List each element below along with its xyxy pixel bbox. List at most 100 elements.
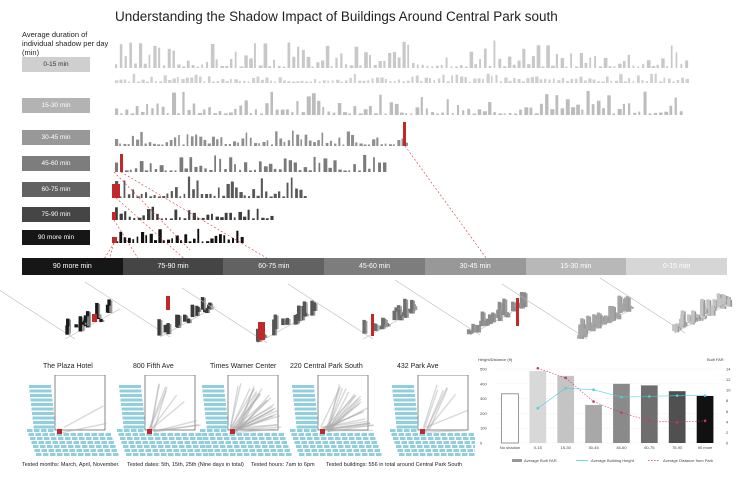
shadow-ray [234,408,275,432]
strip-bar [243,216,247,220]
city-block [343,441,349,444]
city-block [201,449,207,452]
city-block [395,412,417,415]
city-block [90,449,96,452]
strip-bar [334,143,337,146]
strip-bar [445,57,448,68]
iso-building [200,297,205,310]
strip-row-0 [115,40,689,68]
iso-building [496,309,500,319]
city-block [413,453,419,456]
strip-bar [607,95,611,115]
iso-building [196,307,200,312]
city-block [94,441,100,444]
strip-bar [292,130,294,146]
city-block [148,437,154,440]
shadow-ray [325,422,371,430]
site-label-432-park-ave: 432 Park Ave [397,363,439,370]
city-block [404,429,410,432]
city-block [37,437,43,440]
city-block [66,441,72,444]
city-block [106,453,112,456]
strip-bar [474,64,477,68]
strip-bar [182,144,185,146]
strip-bar [608,66,612,68]
strip-bar [183,193,186,198]
highlight-bar-220-cps [120,154,123,172]
iso-building [285,317,289,325]
city-block [393,437,399,440]
city-block [152,449,158,452]
strip-bar [330,66,333,68]
city-block [334,453,340,456]
right-tick-label: 2 [726,430,729,435]
city-block [290,429,296,432]
city-block [189,453,195,456]
city-block [211,441,217,444]
city-block [195,433,201,436]
band-segment-1: 75-90 min [122,258,224,275]
strip-bar [345,80,348,83]
city-block [274,441,280,444]
bar-7 [696,395,714,443]
city-block [396,425,419,429]
strip-bar [342,144,345,146]
city-block [139,433,145,436]
strip-bar [602,108,605,115]
city-block [396,445,402,448]
city-block [124,449,130,452]
iso-building [624,297,628,311]
city-block [169,437,175,440]
city-block [412,433,418,436]
iso-building [691,310,695,323]
strip-bar [134,63,137,68]
strip-bar [503,113,506,115]
city-block [78,453,84,456]
strip-bar [560,58,565,68]
city-block [300,437,306,440]
city-block [27,429,33,432]
city-block [350,441,356,444]
shadow-ray [234,388,255,431]
city-block [293,394,315,397]
city-block [469,453,475,456]
strip-bar [364,52,368,68]
city-block [239,441,245,444]
city-block [262,445,268,448]
strip-bar [145,81,149,83]
iso-building-side [100,314,102,320]
iso-building-side [89,312,91,328]
city-block [203,453,209,456]
strip-bar [275,109,279,115]
bar-3 [585,404,602,443]
city-block [51,437,57,440]
strip-bar [367,80,370,83]
strip-bar [579,76,583,83]
plan-map [117,375,209,456]
strip-bar [119,79,123,83]
city-block [305,433,311,436]
city-block [216,453,222,456]
strip-bar [183,218,187,220]
strip-bar [517,79,521,83]
iso-building-side [494,313,497,323]
strip-bar [571,107,576,115]
city-block [218,441,224,444]
city-block [111,449,117,452]
city-block [252,437,258,440]
legend-title: Average duration of individual shadow pe… [22,30,109,57]
strip-bar [199,165,203,172]
connector-line [120,171,271,260]
iso-building-side [298,320,300,324]
strip-bar [115,139,119,146]
strip-bar [579,53,584,68]
strip-bar [664,111,669,115]
strip-bar [247,196,251,198]
strip-bar [210,238,214,243]
right-axis-label: Built FAR [707,357,724,362]
strip-bar [194,74,198,83]
city-block [364,441,370,444]
city-block [462,453,468,456]
strip-bar [147,209,151,220]
strip-bar [544,78,547,83]
